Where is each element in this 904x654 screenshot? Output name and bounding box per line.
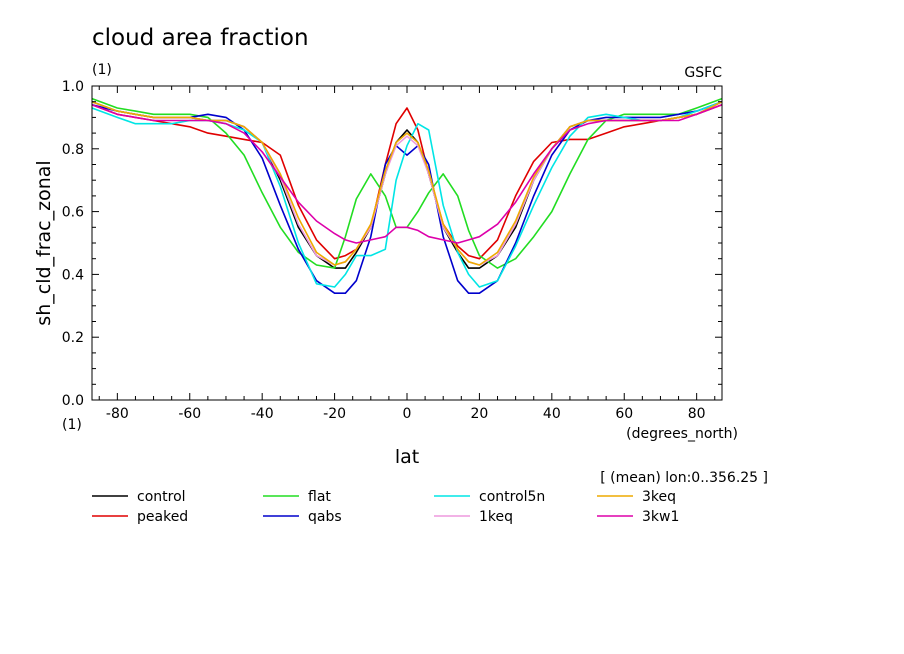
- series-line-peaked: [91, 104, 723, 260]
- y-axis-label: sh_cld_frac_zonal: [33, 160, 55, 325]
- legend-label-flat: flat: [308, 489, 331, 505]
- y-tick-label: 0.2: [62, 330, 84, 346]
- y-tick-label: 0.6: [62, 205, 84, 221]
- series-line-flat: [91, 97, 723, 269]
- x-tick-label: 0: [403, 406, 412, 422]
- legend-label-control5n: control5n: [479, 489, 545, 505]
- axis-ticks: [92, 85, 722, 401]
- x-tick-label: 40: [543, 406, 561, 422]
- legend-label-1keq: 1keq: [479, 509, 513, 525]
- x-tick-label: 20: [470, 406, 488, 422]
- x-tick-label: -40: [251, 406, 274, 422]
- y-tick-label: 0.8: [62, 142, 84, 158]
- legend-label-control: control: [137, 489, 186, 505]
- legend-label-3keq: 3keq: [642, 489, 676, 505]
- y-tick-label: 0.0: [62, 393, 84, 409]
- series-line-3keq: [91, 100, 723, 266]
- source-label: GSFC: [684, 65, 722, 81]
- x-units-label: (degrees_north): [626, 426, 738, 442]
- legend-label-qabs: qabs: [308, 509, 342, 525]
- y-tick-label: 0.4: [62, 267, 84, 283]
- units-label: (1): [92, 62, 112, 78]
- y-units-label: (1): [62, 417, 82, 433]
- legend: control peaked flat qabs control5n 1keq 3keq 3k…: [92, 489, 679, 525]
- x-tick-labels: -80 -60 -40 -20 0 20 40 60 80: [106, 406, 706, 422]
- y-tick-label: 1.0: [62, 79, 84, 95]
- legend-label-peaked: peaked: [137, 509, 188, 525]
- x-tick-label: -80: [106, 406, 129, 422]
- series-line-qabs: [91, 100, 723, 294]
- legend-label-3kw1: 3kw1: [642, 509, 679, 525]
- x-tick-label: -20: [323, 406, 346, 422]
- x-tick-label: -60: [178, 406, 201, 422]
- mean-note: [ (mean) lon:0..356.25 ]: [600, 470, 768, 486]
- x-tick-label: 60: [615, 406, 633, 422]
- x-tick-label: 80: [688, 406, 706, 422]
- chart-title: cloud area fraction: [92, 25, 309, 51]
- series-line-3kw1: [91, 104, 723, 244]
- series-lines: [91, 97, 723, 294]
- y-tick-labels: 0.0 0.2 0.4 0.6 0.8 1.0: [62, 79, 84, 409]
- x-axis-label: lat: [395, 446, 419, 468]
